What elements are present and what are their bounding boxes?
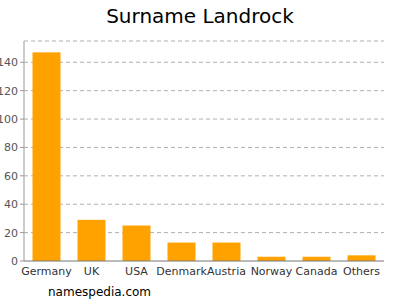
- tick-label: 0: [11, 255, 18, 268]
- tick-mark: [20, 90, 24, 91]
- category-label: Denmark: [156, 265, 207, 278]
- grid-line: [24, 147, 384, 148]
- bar: [168, 243, 196, 261]
- tick-label: 140: [0, 56, 18, 69]
- category-label: UK: [84, 265, 100, 278]
- category-label: Austria: [207, 265, 246, 278]
- x-axis: [24, 261, 384, 262]
- tick-mark: [20, 119, 24, 120]
- bar: [213, 243, 241, 261]
- tick-label: 100: [0, 113, 18, 126]
- bar: [258, 257, 286, 261]
- bar: [33, 52, 61, 261]
- grid-line: [24, 90, 384, 91]
- tick-label: 20: [4, 227, 18, 240]
- bar: [348, 255, 376, 261]
- category-label: Canada: [296, 265, 338, 278]
- category-label: Others: [343, 265, 380, 278]
- bar: [123, 226, 151, 261]
- tick-mark: [20, 261, 24, 262]
- category-label: Norway: [251, 265, 293, 278]
- category-label: Germany: [21, 265, 72, 278]
- grid-line: [24, 62, 384, 63]
- tick-label: 60: [4, 170, 18, 183]
- grid-line: [24, 119, 384, 120]
- tick-mark: [20, 232, 24, 233]
- chart-container: Surname Landrock 0 20 40 60 80 100 120 140 German…: [0, 0, 400, 300]
- range-top-line: [24, 41, 384, 42]
- chart-svg: Surname Landrock 0 20 40 60 80 100 120 140 German…: [0, 0, 400, 300]
- tick-mark: [20, 62, 24, 63]
- y-axis: [24, 41, 25, 261]
- tick-label: 80: [4, 141, 18, 154]
- grid-line: [24, 175, 384, 176]
- tick-label: 120: [0, 85, 18, 98]
- bars: [33, 52, 376, 261]
- tick-mark: [20, 204, 24, 205]
- grid-line: [24, 204, 384, 205]
- tick-label: 40: [4, 198, 18, 211]
- category-label: USA: [125, 265, 148, 278]
- tick-mark: [20, 147, 24, 148]
- bar: [303, 257, 331, 261]
- source: namespedia.com: [48, 285, 151, 299]
- title: Surname Landrock: [106, 4, 294, 28]
- tick-mark: [20, 175, 24, 176]
- bar: [78, 220, 106, 261]
